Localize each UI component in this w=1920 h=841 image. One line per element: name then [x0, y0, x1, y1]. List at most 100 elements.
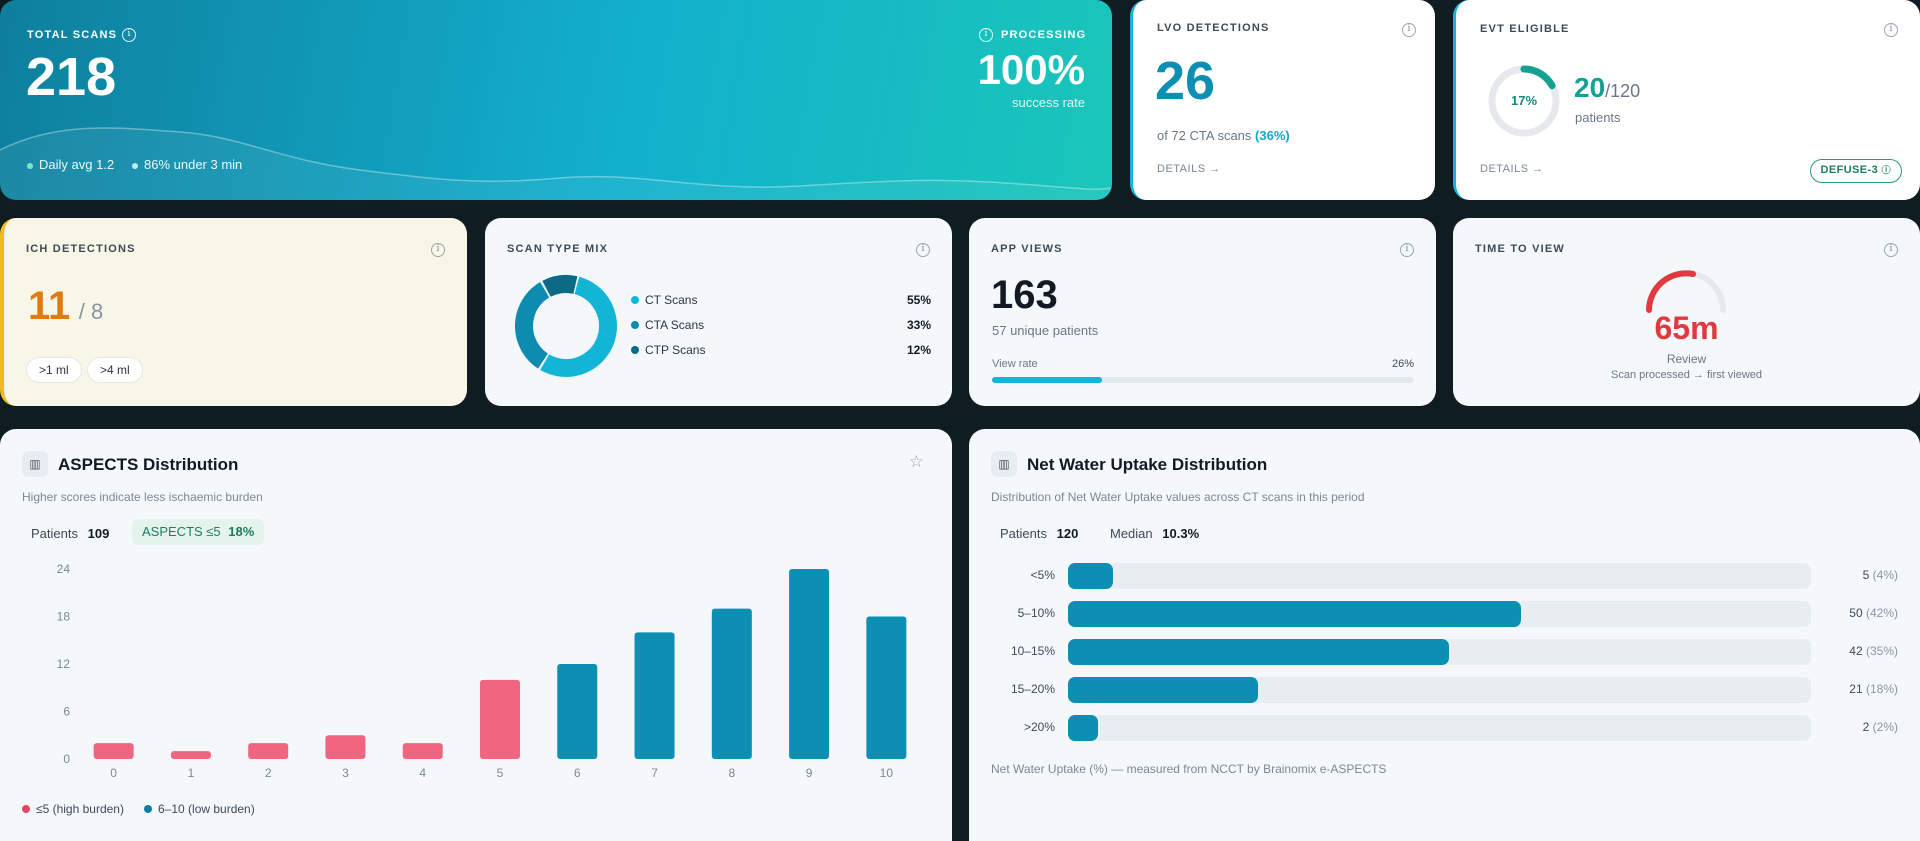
scan-mix-label: SCAN TYPE MIX: [507, 243, 609, 255]
nwu-bar-track: [1068, 563, 1811, 589]
aspects-threshold-badge: ASPECTS ≤5 18%: [132, 519, 265, 545]
nwu-subtitle: Distribution of Net Water Uptake values …: [991, 490, 1365, 504]
ich-secondary: / 8: [78, 299, 104, 324]
nwu-card: ▥ Net Water Uptake Distribution Distribu…: [969, 429, 1920, 841]
info-icon[interactable]: i: [431, 243, 445, 257]
y-tick-label: 24: [57, 562, 71, 576]
app-views-label: APP VIEWS: [991, 243, 1063, 255]
time-to-view-status: Review: [1666, 352, 1707, 366]
scan-mix-card: SCAN TYPE MIX i CT Scans 55% CTA Scans 33% C…: [485, 218, 952, 406]
ich-chip-4ml[interactable]: >4 ml: [87, 357, 143, 383]
nwu-bar-0: [1068, 563, 1114, 589]
info-icon[interactable]: i: [1884, 23, 1898, 37]
x-tick-label: 10: [880, 766, 894, 780]
ich-value: 11: [28, 284, 71, 328]
time-to-view-card: TIME TO VIEW i 65m Review Scan processed…: [1453, 218, 1920, 406]
x-tick-label: 5: [497, 766, 504, 780]
bar-aspects-9: [789, 569, 830, 759]
x-tick-label: 9: [806, 766, 813, 780]
scan-mix-donut: [515, 275, 617, 377]
x-tick-label: 3: [342, 766, 349, 780]
nwu-bar-track: [1068, 639, 1811, 665]
donut-slice-1: [515, 275, 617, 377]
lvo-card: LVO DETECTIONS i 26 of 72 CTA scans (36%…: [1130, 0, 1435, 200]
nwu-row-value: 21 (18%): [1849, 682, 1898, 696]
processing-value: 100%: [977, 46, 1085, 93]
aspects-subtitle: Higher scores indicate less ischaemic bu…: [22, 490, 263, 504]
info-icon: ⓘ: [1881, 165, 1891, 175]
under-3-min-stat: 86% under 3 min: [132, 157, 242, 172]
nwu-row-value: 42 (35%): [1849, 644, 1898, 658]
x-tick-label: 8: [728, 766, 735, 780]
bar-aspects-1: [170, 751, 211, 759]
x-tick-label: 4: [419, 766, 426, 780]
scan-mix-item-name: CTA Scans: [645, 318, 705, 332]
ich-label: ICH DETECTIONS: [26, 243, 136, 255]
bar-aspects-7: [634, 632, 675, 759]
view-rate-track: [992, 377, 1414, 383]
scan-mix-legend-item: CTP Scans 12%: [631, 343, 931, 357]
evt-card: EVT ELIGIBLE i 17% 20/120 patients DETAI…: [1453, 0, 1920, 200]
nwu-row-value: 2 (2%): [1862, 720, 1898, 734]
info-icon[interactable]: i: [979, 28, 993, 42]
info-icon[interactable]: i: [1402, 23, 1416, 37]
time-gauge: [1646, 270, 1726, 313]
nwu-bar-track: [1068, 715, 1811, 741]
evt-ring-label: 17%: [1510, 93, 1538, 108]
view-rate-fill: [992, 377, 1102, 383]
time-to-view-sub: Scan processed → first viewed: [1610, 369, 1762, 381]
scan-mix-item-pct: 33%: [906, 318, 931, 332]
app-views-card: APP VIEWS i 163 57 unique patients View …: [969, 218, 1436, 406]
info-icon[interactable]: i: [1400, 243, 1414, 257]
evt-sub: patients: [1575, 110, 1621, 125]
bar-aspects-6: [557, 664, 598, 759]
scan-mix-item-pct: 12%: [906, 343, 931, 357]
nwu-footer: Net Water Uptake (%) — measured from NCC…: [991, 762, 1387, 776]
nwu-bar-4: [1068, 715, 1098, 741]
bar-aspects-10: [866, 616, 907, 759]
star-icon[interactable]: ☆: [908, 452, 924, 471]
x-tick-label: 6: [574, 766, 581, 780]
view-rate-label: View rate: [992, 358, 1038, 370]
info-icon[interactable]: i: [122, 28, 136, 42]
y-tick-label: 6: [63, 705, 70, 719]
legend-dot: [631, 346, 639, 354]
bar-aspects-0: [93, 743, 134, 759]
ich-chip-1ml[interactable]: >1 ml: [26, 357, 82, 383]
donut-slice-0: [515, 275, 617, 377]
evt-details-link[interactable]: DETAILS →: [1480, 163, 1544, 175]
y-tick-label: 18: [57, 610, 71, 624]
aspects-legend-low: ≤5 (high burden): [22, 802, 124, 816]
nwu-bar-2: [1068, 639, 1449, 665]
aspects-card: ▥ ASPECTS Distribution ☆ Higher scores i…: [0, 429, 952, 841]
lvo-sub: of 72 CTA scans (36%): [1157, 128, 1290, 143]
aspects-patients: Patients 109: [31, 526, 110, 541]
lvo-details-link[interactable]: DETAILS →: [1157, 163, 1221, 175]
y-tick-label: 0: [63, 752, 70, 766]
nwu-row-label: 5–10%: [1017, 606, 1055, 620]
processing-sub: success rate: [1012, 95, 1085, 110]
info-icon[interactable]: i: [1884, 243, 1898, 257]
ich-card: ICH DETECTIONS i 11 / 8 >1 ml >4 ml: [0, 218, 467, 406]
nwu-bar-track: [1068, 601, 1811, 627]
bar-aspects-3: [325, 735, 366, 759]
nwu-bar-1: [1068, 601, 1522, 627]
nwu-row-label: <5%: [1030, 568, 1055, 582]
nwu-median: Median 10.3%: [1110, 526, 1200, 541]
defuse-badge[interactable]: DEFUSE-3 ⓘ: [1809, 159, 1902, 183]
total-scans-label: TOTAL SCANS: [27, 29, 118, 41]
evt-value: 20: [1574, 72, 1606, 103]
y-tick-label: 12: [57, 657, 71, 671]
x-tick-label: 2: [265, 766, 272, 780]
x-tick-label: 7: [651, 766, 658, 780]
info-icon[interactable]: i: [916, 243, 930, 257]
total-scans-value: 218: [26, 47, 117, 107]
scan-mix-legend-item: CTA Scans 33%: [631, 318, 931, 332]
evt-ring: [1488, 65, 1560, 137]
evt-total: /120: [1605, 81, 1641, 101]
time-to-view-label: TIME TO VIEW: [1475, 243, 1565, 255]
lvo-value: 26: [1155, 51, 1216, 111]
total-scans-card: TOTAL SCANS i 218 Daily avg 1.2 86% unde…: [0, 0, 1112, 200]
bar-aspects-4: [402, 743, 443, 759]
